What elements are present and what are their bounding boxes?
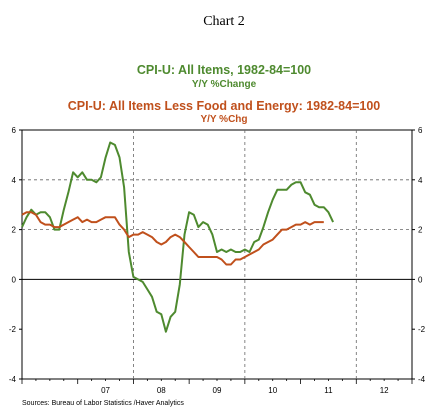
x-tick-label: 09 — [213, 386, 222, 395]
y-tick-label-right: -4 — [418, 375, 426, 384]
series2-title: CPI-U: All Items Less Food and Energy: 1… — [67, 99, 381, 113]
y-tick-label-left: -2 — [9, 325, 17, 334]
plot-frame — [21, 129, 413, 380]
y-tick-label-right: 6 — [418, 126, 423, 135]
series2-subtitle: Y/Y %Chg — [200, 114, 248, 125]
x-tick-label: 11 — [324, 386, 333, 395]
x-tick-label: 12 — [380, 386, 389, 395]
series1-subtitle: Y/Y %Change — [191, 79, 257, 90]
source-note: Sources: Bureau of Labor Statistics /Hav… — [22, 400, 184, 407]
series-line-1 — [21, 141, 335, 333]
chart-title: Chart 2 — [203, 14, 245, 29]
y-tick-label-left: 4 — [12, 176, 17, 185]
series1-title: CPI-U: All Items, 1982-84=100 — [136, 63, 312, 77]
x-tick-label: 07 — [101, 386, 110, 395]
y-tick-label-right: 4 — [418, 176, 423, 185]
series-line-2 — [21, 211, 324, 266]
y-tick-label-right: 2 — [418, 226, 423, 235]
y-tick-label-left: 6 — [12, 126, 17, 135]
y-tick-label-left: -4 — [9, 375, 17, 384]
y-tick-label-right: -2 — [418, 325, 426, 334]
y-tick-label-left: 0 — [12, 275, 17, 284]
y-tick-label-right: 0 — [418, 275, 423, 284]
y-tick-label-left: 2 — [12, 226, 17, 235]
x-tick-label: 08 — [157, 386, 166, 395]
x-tick-label: 10 — [268, 386, 277, 395]
